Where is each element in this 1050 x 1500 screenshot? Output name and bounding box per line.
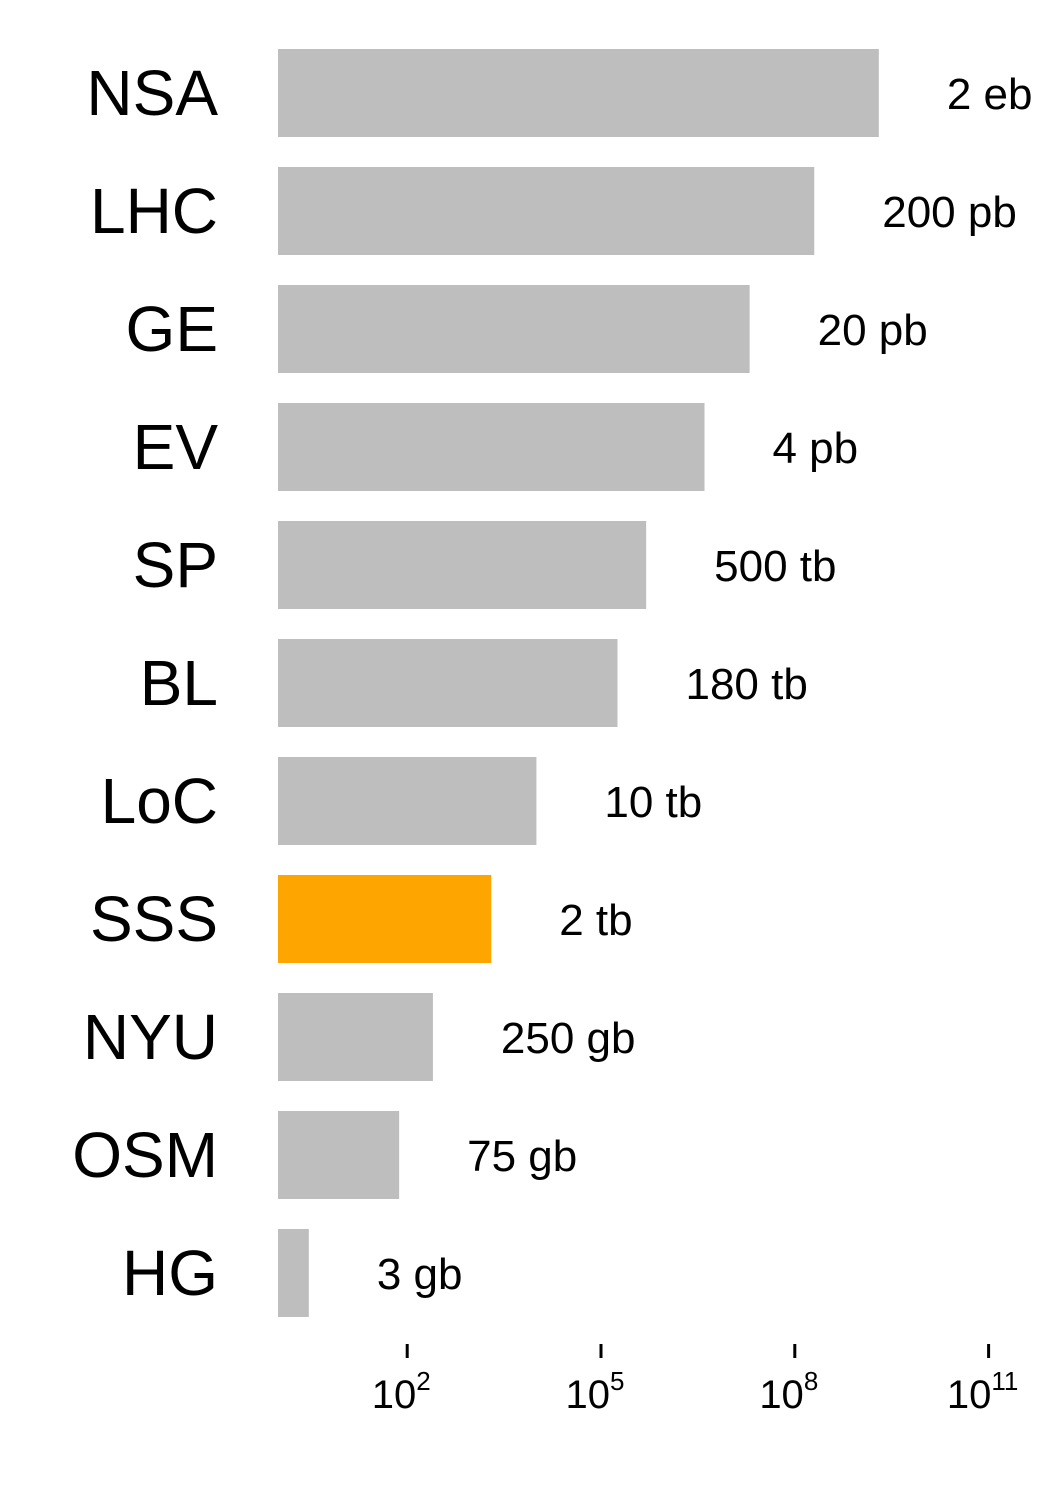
value-label-hg: 3 gb — [377, 1250, 463, 1299]
value-label-lhc: 200 pb — [882, 188, 1017, 237]
category-label-loc: LoC — [101, 765, 218, 837]
x-tick-label-8: 108 — [759, 1366, 818, 1417]
value-label-nsa: 2 eb — [947, 70, 1033, 119]
bar-ev — [278, 403, 705, 491]
category-label-sss: SSS — [90, 883, 218, 955]
category-label-nsa: NSA — [86, 57, 218, 129]
value-label-ev: 4 pb — [772, 424, 858, 473]
category-label-lhc: LHC — [90, 175, 218, 247]
category-label-ge: GE — [126, 293, 218, 365]
value-label-sp: 500 tb — [714, 542, 836, 591]
bar-bl — [278, 639, 618, 727]
x-axis: 102 105 108 1011 — [372, 1344, 1019, 1417]
bar-lhc — [278, 167, 815, 255]
category-label-bl: BL — [140, 647, 218, 719]
bar-osm — [278, 1111, 400, 1199]
value-label-osm: 75 gb — [467, 1132, 577, 1181]
value-label-bl: 180 tb — [685, 660, 807, 709]
category-labels: NSA LHC GE EV SP BL LoC SSS NYU OSM HG — [72, 57, 218, 1309]
value-label-sss: 2 tb — [559, 896, 632, 945]
x-tick-label-5: 105 — [566, 1366, 625, 1417]
value-label-nyu: 250 gb — [501, 1014, 636, 1063]
x-tick-label-11: 1011 — [947, 1366, 1019, 1417]
bar-hg — [278, 1229, 309, 1317]
value-label-loc: 10 tb — [604, 778, 702, 827]
category-label-hg: HG — [122, 1237, 218, 1309]
category-label-ev: EV — [133, 411, 219, 483]
bar-nsa — [278, 49, 879, 137]
bar-sss — [278, 875, 492, 963]
category-label-nyu: NYU — [83, 1001, 218, 1073]
category-label-osm: OSM — [72, 1119, 218, 1191]
value-labels: 2 eb 200 pb 20 pb 4 pb 500 tb 180 tb 10 tb 2 tb… — [377, 70, 1033, 1299]
bar-loc — [278, 757, 537, 845]
bar-nyu — [278, 993, 433, 1081]
x-tick-label-2: 102 — [372, 1366, 431, 1417]
value-label-ge: 20 pb — [818, 306, 928, 355]
bar-ge — [278, 285, 750, 373]
bars-layer — [278, 49, 879, 1317]
category-label-sp: SP — [133, 529, 218, 601]
bar-sp — [278, 521, 647, 609]
